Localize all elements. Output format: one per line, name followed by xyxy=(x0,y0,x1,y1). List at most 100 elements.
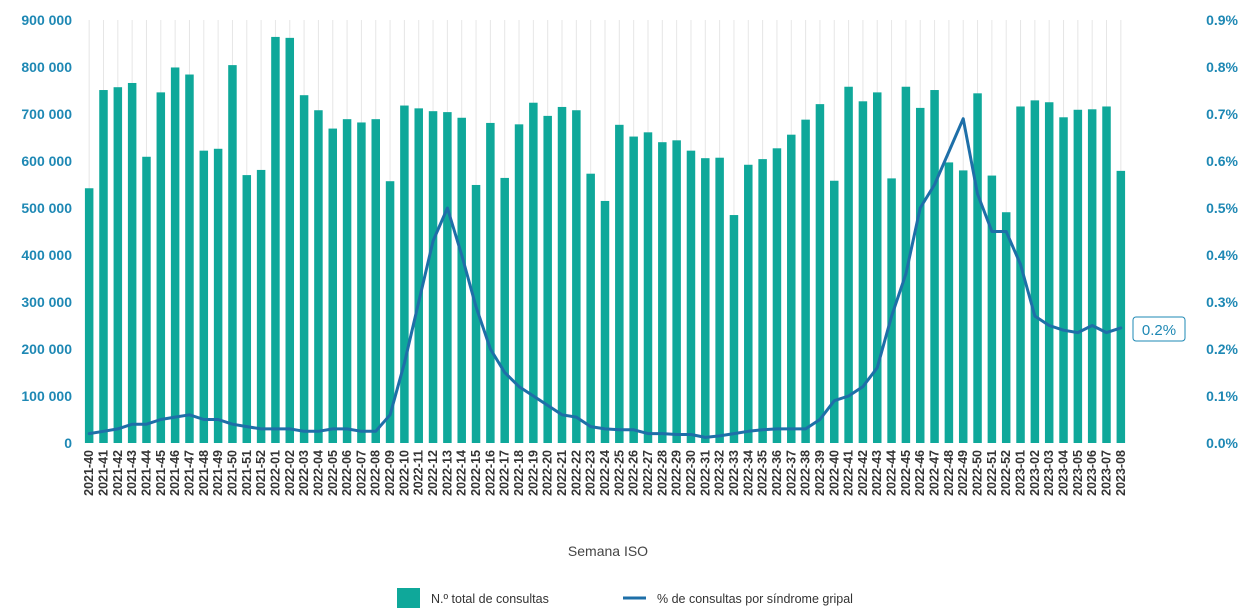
bar xyxy=(486,123,495,443)
x-tick-label: 2021-40 xyxy=(82,450,96,496)
x-tick-label: 2021-44 xyxy=(139,450,153,496)
x-tick-label: 2022-11 xyxy=(412,450,426,495)
bar xyxy=(773,148,782,443)
x-tick-label: 2022-25 xyxy=(612,450,626,496)
bar xyxy=(271,37,280,443)
y-tick-label-right: 0.2% xyxy=(1206,341,1238,357)
x-tick-label: 2022-09 xyxy=(383,450,397,496)
x-tick-label: 2022-50 xyxy=(971,450,985,496)
y-tick-label-right: 0.9% xyxy=(1206,12,1238,28)
x-tick-label: 2022-12 xyxy=(426,450,440,496)
x-tick-label: 2022-01 xyxy=(268,450,282,496)
bar xyxy=(1074,110,1083,443)
bar xyxy=(429,111,438,443)
y-tick-label-left: 900 000 xyxy=(21,12,72,28)
bar xyxy=(357,122,366,443)
bar xyxy=(414,108,423,443)
y-tick-label-left: 300 000 xyxy=(21,294,72,310)
x-tick-label: 2022-38 xyxy=(799,450,813,496)
x-axis-ticks: 2021-40 2021-41 2021-42 2021-43 2021-44 2021-… xyxy=(82,450,1128,496)
bar xyxy=(816,104,825,443)
x-tick-label: 2022-32 xyxy=(713,450,727,496)
legend-bar-label: N.º total de consultas xyxy=(431,592,549,606)
bar xyxy=(142,157,151,443)
bar xyxy=(343,119,352,443)
bar xyxy=(171,67,180,443)
bar xyxy=(859,101,868,443)
x-tick-label: 2023-06 xyxy=(1085,450,1099,496)
y-tick-label-right: 0.4% xyxy=(1206,247,1238,263)
bar xyxy=(85,188,94,443)
y-tick-label-left: 100 000 xyxy=(21,388,72,404)
legend: N.º total de consultas % de consultas po… xyxy=(397,588,853,608)
x-tick-label: 2022-23 xyxy=(584,450,598,496)
x-tick-label: 2022-36 xyxy=(770,450,784,496)
bar xyxy=(959,170,968,443)
y-tick-label-left: 500 000 xyxy=(21,200,72,216)
x-tick-label: 2022-16 xyxy=(483,450,497,496)
bar xyxy=(973,93,982,443)
x-tick-label: 2022-39 xyxy=(813,450,827,496)
bar xyxy=(615,125,624,443)
bar xyxy=(214,149,223,443)
bar xyxy=(300,95,309,443)
bar xyxy=(1088,109,1097,443)
y-tick-label-left: 400 000 xyxy=(21,247,72,263)
x-tick-label: 2022-27 xyxy=(641,450,655,496)
bar xyxy=(157,92,166,443)
y-tick-label-right: 0.0% xyxy=(1206,435,1238,451)
x-tick-label: 2022-22 xyxy=(569,450,583,496)
bar xyxy=(200,151,209,443)
bar xyxy=(730,215,739,443)
bar xyxy=(558,107,567,443)
bar xyxy=(529,103,538,443)
bar xyxy=(1045,102,1054,443)
x-tick-label: 2023-01 xyxy=(1014,450,1028,496)
bar xyxy=(457,118,466,443)
x-tick-label: 2022-48 xyxy=(942,450,956,496)
bar xyxy=(658,142,667,443)
bar xyxy=(801,120,810,443)
x-tick-label: 2021-49 xyxy=(211,450,225,496)
legend-bar-swatch xyxy=(397,588,420,608)
y-tick-label-right: 0.6% xyxy=(1206,153,1238,169)
bar xyxy=(1102,106,1111,443)
x-tick-label: 2021-43 xyxy=(125,450,139,496)
x-tick-label: 2022-34 xyxy=(741,450,755,496)
x-tick-label: 2022-03 xyxy=(297,450,311,496)
bar xyxy=(672,140,681,443)
bar xyxy=(257,170,266,443)
x-tick-label: 2022-28 xyxy=(655,450,669,496)
x-tick-label: 2022-51 xyxy=(985,450,999,496)
bar xyxy=(988,176,997,443)
x-tick-label: 2022-37 xyxy=(784,450,798,496)
x-tick-label: 2021-50 xyxy=(225,450,239,496)
x-tick-label: 2022-06 xyxy=(340,450,354,496)
x-tick-label: 2022-19 xyxy=(526,450,540,496)
bar xyxy=(701,158,710,443)
y-tick-label-left: 200 000 xyxy=(21,341,72,357)
bar xyxy=(228,65,237,443)
x-tick-label: 2022-26 xyxy=(627,450,641,496)
bar xyxy=(371,119,380,443)
x-tick-label: 2021-46 xyxy=(168,450,182,496)
bar xyxy=(644,132,653,443)
x-tick-label: 2022-18 xyxy=(512,450,526,496)
y-tick-label-right: 0.8% xyxy=(1206,59,1238,75)
end-value-label: 0.2% xyxy=(1133,317,1185,341)
x-tick-label: 2022-49 xyxy=(956,450,970,496)
x-tick-label: 2022-33 xyxy=(727,450,741,496)
y-tick-label-right: 0.7% xyxy=(1206,106,1238,122)
left-axis-ticks: 0100 000200 000300 000400 000500 000600 … xyxy=(21,12,72,451)
x-tick-label: 2022-42 xyxy=(856,450,870,496)
bar xyxy=(400,106,409,443)
x-tick-label: 2021-52 xyxy=(254,450,268,496)
bar xyxy=(1059,117,1068,443)
x-tick-label: 2023-07 xyxy=(1100,450,1114,496)
bar xyxy=(787,135,796,443)
x-tick-label: 2022-13 xyxy=(440,450,454,496)
bar xyxy=(844,87,853,443)
bar xyxy=(314,110,323,443)
x-tick-label: 2022-10 xyxy=(397,450,411,496)
